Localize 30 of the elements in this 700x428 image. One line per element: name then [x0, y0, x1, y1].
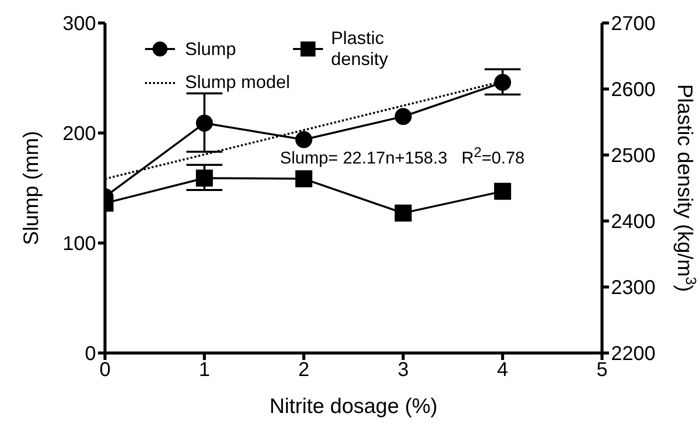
point [196, 114, 213, 132]
point [394, 204, 412, 222]
point [295, 131, 312, 148]
point [394, 108, 412, 125]
legend-label: Slump model [185, 72, 290, 93]
y2-tick-label: 2500 [611, 145, 656, 168]
y2-tick-label: 2200 [611, 343, 656, 366]
y-tick-label: 300 [62, 13, 96, 36]
y2-tick-label: 2600 [611, 79, 656, 102]
point [494, 74, 512, 91]
legend-label: Plastic density [330, 28, 389, 70]
y-tick-label: 100 [62, 233, 96, 256]
x-tick-label: 2 [298, 359, 310, 382]
point [196, 170, 213, 187]
x-tick-label: 0 [99, 359, 111, 382]
x-tick-label: 1 [198, 359, 210, 382]
legend-label: Slump [185, 38, 236, 60]
x-tick-label: 3 [398, 359, 409, 382]
x-tick-label: 4 [497, 359, 508, 382]
point [295, 170, 312, 188]
y2-tick-label: 2700 [611, 13, 656, 36]
y2-tick-label: 2300 [611, 277, 656, 300]
y-tick-label: 200 [62, 123, 96, 146]
y-axis-title: Slump (mm) [20, 130, 43, 246]
annotation: Slump= 22.17n+158.3 R$^{2}$=0.78 [280, 145, 525, 169]
x-tick-label: 5 [596, 359, 608, 382]
y2-tick-label: 2400 [611, 211, 656, 234]
point [494, 182, 512, 200]
y-tick-label: 0 [84, 343, 96, 366]
x-axis-title: Nitrite dosage (%) [269, 395, 438, 418]
